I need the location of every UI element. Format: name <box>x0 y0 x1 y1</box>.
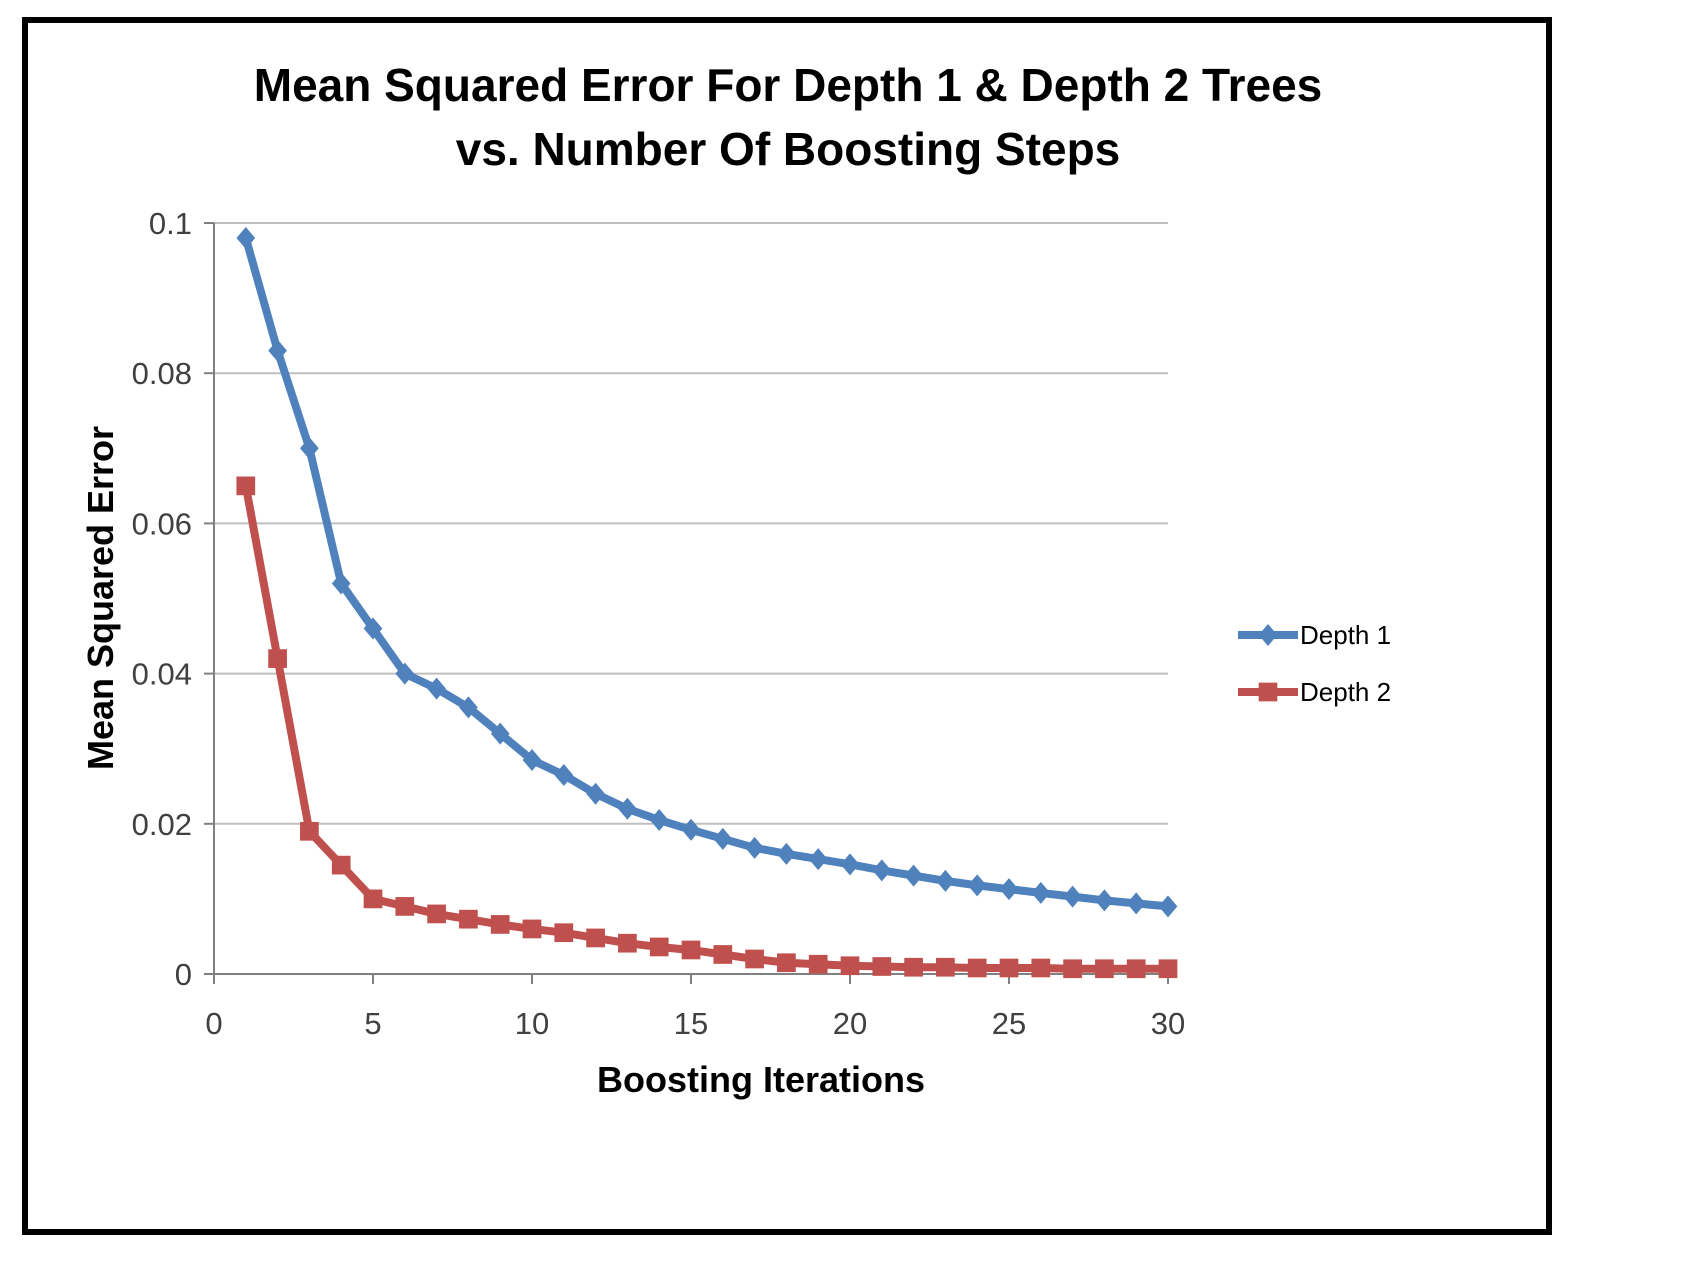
data-point <box>1126 892 1146 915</box>
data-point <box>1158 959 1178 979</box>
data-point <box>904 864 923 887</box>
x-axis-title: Boosting Iterations <box>597 1059 925 1100</box>
data-point <box>745 949 764 969</box>
data-point <box>331 855 351 875</box>
x-tick-label: 0 <box>205 1006 222 1041</box>
data-point <box>967 958 987 978</box>
data-point <box>395 662 415 685</box>
x-tick-label: 10 <box>515 1006 549 1041</box>
series-line <box>241 234 1172 911</box>
data-point <box>236 476 256 496</box>
chart-title-line-2: vs. Number Of Boosting Steps <box>456 123 1121 175</box>
data-point <box>872 957 892 976</box>
series <box>236 227 1178 979</box>
series-line <box>241 481 1172 973</box>
data-point <box>1126 959 1146 979</box>
data-point <box>459 696 478 719</box>
data-point <box>459 909 478 929</box>
legend-item: Depth 1 <box>1238 620 1391 650</box>
data-point <box>649 937 669 957</box>
x-tick-label: 15 <box>674 1006 708 1041</box>
x-tick-label: 5 <box>364 1006 381 1041</box>
data-point <box>490 722 510 745</box>
chart-title: Mean Squared Error For Depth 1 & Depth 2… <box>254 59 1322 175</box>
data-point <box>967 874 987 897</box>
chart-title-line-1: Mean Squared Error For Depth 1 & Depth 2… <box>254 59 1322 111</box>
data-point <box>840 853 860 876</box>
data-point <box>745 836 764 859</box>
data-point <box>1031 958 1051 978</box>
data-point <box>618 797 637 820</box>
data-point <box>1095 959 1114 979</box>
y-tick-label: 0.1 <box>149 206 192 241</box>
y-tick-labels: 0 0.02 0.04 0.06 0.08 0.1 <box>132 206 192 992</box>
series-1 <box>236 227 1178 918</box>
data-point <box>268 649 287 668</box>
grid-lines <box>204 222 1168 975</box>
data-point <box>808 848 828 871</box>
x-tick-label: 20 <box>833 1006 867 1041</box>
data-point <box>300 437 319 460</box>
data-point <box>777 953 796 973</box>
data-point <box>681 940 701 960</box>
data-point <box>1095 889 1114 912</box>
data-point <box>1031 881 1051 904</box>
chart-frame: Mean Squared Error For Depth 1 & Depth 2… <box>22 17 1552 1235</box>
data-point <box>490 915 510 934</box>
data-point <box>1158 895 1178 918</box>
y-tick-label: 0.08 <box>132 356 192 391</box>
data-point <box>618 933 637 953</box>
data-point <box>586 782 605 805</box>
data-point <box>522 748 542 771</box>
legend-item: Depth 2 <box>1238 677 1391 707</box>
y-tick-label: 0.06 <box>132 506 192 541</box>
x-tick-label: 30 <box>1151 1006 1185 1041</box>
data-point <box>427 904 446 924</box>
data-point <box>713 827 733 850</box>
data-point <box>999 878 1019 901</box>
y-tick-label: 0.02 <box>132 807 192 842</box>
y-axis-title: Mean Squared Error <box>80 426 121 770</box>
data-point <box>522 919 542 939</box>
data-point <box>936 869 955 892</box>
legend-marker <box>1258 624 1278 646</box>
y-tick-label: 0.04 <box>132 657 192 692</box>
legend-label: Depth 1 <box>1300 620 1391 650</box>
data-point <box>872 859 892 882</box>
data-point <box>1063 959 1082 979</box>
data-point <box>777 842 796 865</box>
legend-marker <box>1258 682 1278 702</box>
data-point <box>395 897 415 916</box>
data-point <box>300 821 319 841</box>
y-tick-label: 0 <box>175 957 192 992</box>
data-point <box>363 889 383 909</box>
data-point <box>713 945 733 964</box>
data-point <box>808 954 828 974</box>
data-point <box>1063 885 1082 908</box>
data-point <box>999 958 1019 978</box>
chart-svg: Mean Squared Error For Depth 1 & Depth 2… <box>80 59 1391 1100</box>
x-tick-label: 25 <box>992 1006 1026 1041</box>
data-point <box>904 957 923 977</box>
legend: Depth 1 Depth 2 <box>1238 620 1391 707</box>
data-point <box>363 617 383 640</box>
data-point <box>649 809 669 832</box>
data-point <box>936 957 955 977</box>
data-point <box>331 572 351 595</box>
data-point <box>840 956 860 976</box>
data-point <box>586 928 605 948</box>
series-2 <box>236 476 1178 979</box>
x-tick-labels: 0 5 10 15 20 25 30 <box>205 1006 1185 1041</box>
data-point <box>554 763 574 786</box>
data-point <box>236 227 256 250</box>
legend-label: Depth 2 <box>1300 677 1391 707</box>
data-point <box>681 818 701 841</box>
data-point <box>427 677 446 700</box>
data-point <box>554 923 574 943</box>
